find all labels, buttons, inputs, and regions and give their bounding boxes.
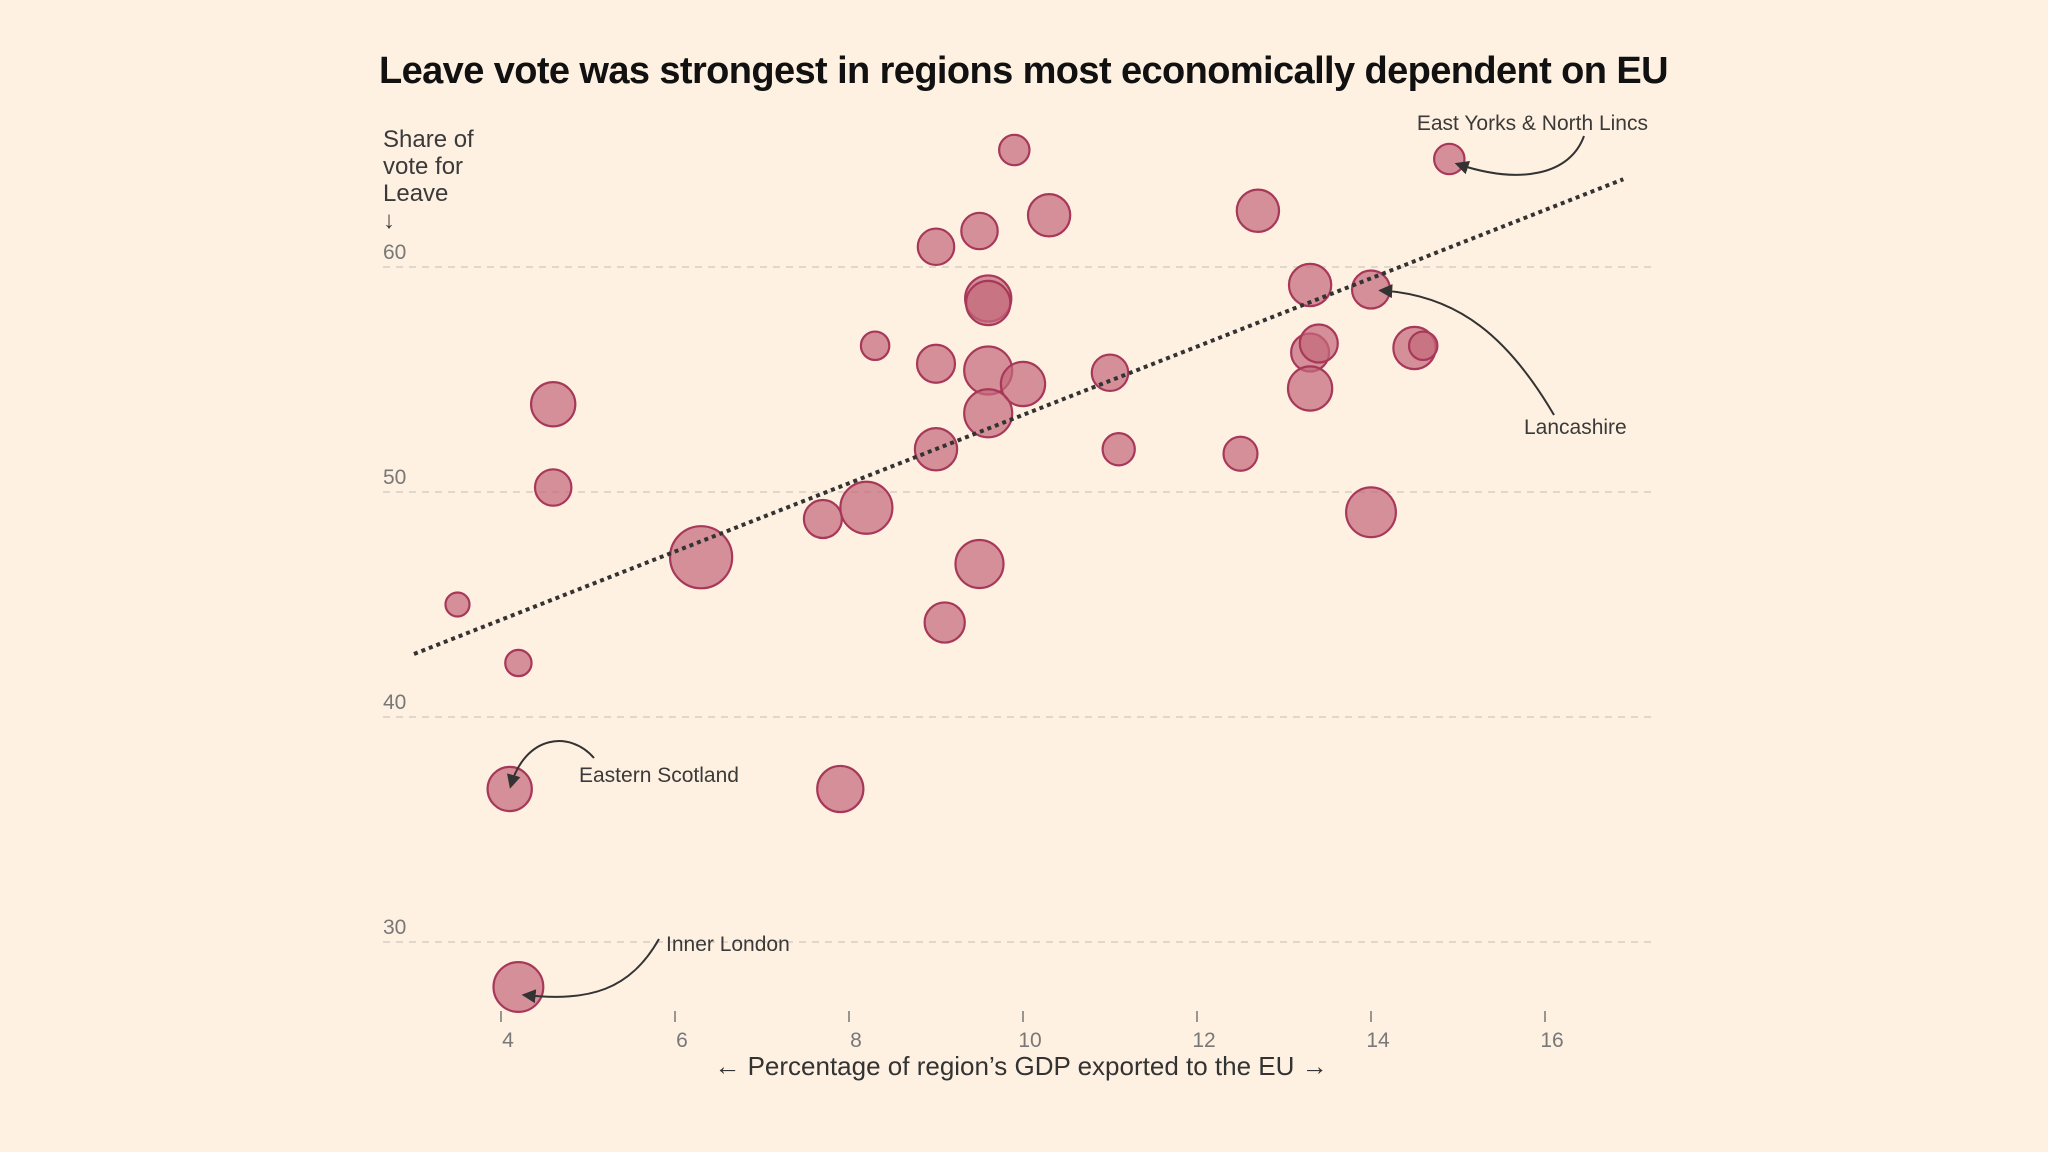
bubble-east-yorks-north-lincs [1433, 142, 1466, 176]
bubble [1298, 323, 1339, 364]
gridlines [383, 266, 1656, 943]
bubble [802, 498, 843, 540]
bubble [1101, 432, 1136, 467]
y-tick-label: 50 [383, 466, 406, 489]
annotation-label-lancashire: Lancashire [1524, 416, 1627, 439]
annotations: East Yorks & North Lincs Lancashire East… [506, 112, 1648, 1004]
bubble [668, 525, 734, 590]
x-tick-label: 12 [1192, 1029, 1215, 1052]
bubble-inner-london [492, 961, 545, 1013]
annotation-arrow-inner-london [521, 938, 660, 1004]
x-axis: 4 6 8 10 12 14 16 [500, 1011, 1564, 1052]
y-axis-label-line: vote for [383, 153, 464, 180]
y-axis-label-line: Share of [383, 126, 474, 153]
bubble [1345, 486, 1397, 539]
bubble [916, 227, 956, 267]
bubble [960, 211, 999, 251]
annotation-arrow-lancashire [1378, 284, 1555, 416]
chart-title: Leave vote was strongest in regions most… [379, 50, 1669, 92]
x-tick-label: 16 [1540, 1029, 1563, 1052]
bubble [859, 330, 891, 362]
y-tick-labels: 30 40 50 60 [383, 241, 406, 939]
trend-line [413, 177, 1625, 656]
bubble-lancashire [1350, 269, 1392, 310]
bubble [915, 343, 957, 384]
annotation-label-eastern-scotland: Eastern Scotland [579, 764, 739, 787]
bubble [533, 468, 573, 507]
bubble [1286, 365, 1334, 412]
x-tick-label: 6 [676, 1029, 688, 1052]
annotation-label-east-yorks: East Yorks & North Lincs [1417, 112, 1648, 135]
bubble [954, 538, 1005, 590]
x-tick-label: 4 [502, 1029, 514, 1052]
y-axis-arrow-icon: ↓ [383, 207, 395, 234]
bubble [529, 381, 577, 428]
bubbles [444, 133, 1466, 1013]
x-tick-label: 10 [1018, 1029, 1041, 1052]
annotation-arrow-eastern-scotland [506, 740, 595, 789]
bubble [1287, 262, 1333, 308]
y-axis-label: Share of vote for Leave ↓ [383, 126, 474, 234]
bubble [963, 388, 1014, 439]
bubble-eastern-scotland [486, 765, 533, 813]
y-axis-label-line: Leave [383, 180, 449, 207]
bubble [1026, 193, 1072, 238]
bubble [999, 360, 1047, 408]
bubble [1407, 330, 1439, 362]
annotation-arrow-east-yorks [1454, 135, 1585, 176]
annotation-label-inner-london: Inner London [666, 933, 790, 956]
x-axis-title: ← Percentage of region’s GDP exported to… [714, 1051, 1327, 1081]
bubble [1090, 353, 1130, 393]
y-tick-label: 40 [383, 691, 406, 714]
bubble [923, 601, 966, 644]
y-tick-label: 30 [383, 916, 406, 939]
bubble [816, 764, 865, 814]
bubble [444, 591, 471, 618]
x-tick-label: 8 [850, 1029, 862, 1052]
bubble [1222, 435, 1259, 472]
bubble [1235, 188, 1281, 233]
bubble [964, 279, 1012, 327]
bubble [998, 133, 1031, 167]
y-tick-label: 60 [383, 241, 406, 264]
bubble [504, 648, 533, 678]
x-tick-label: 14 [1366, 1029, 1390, 1052]
bubble [839, 480, 894, 535]
